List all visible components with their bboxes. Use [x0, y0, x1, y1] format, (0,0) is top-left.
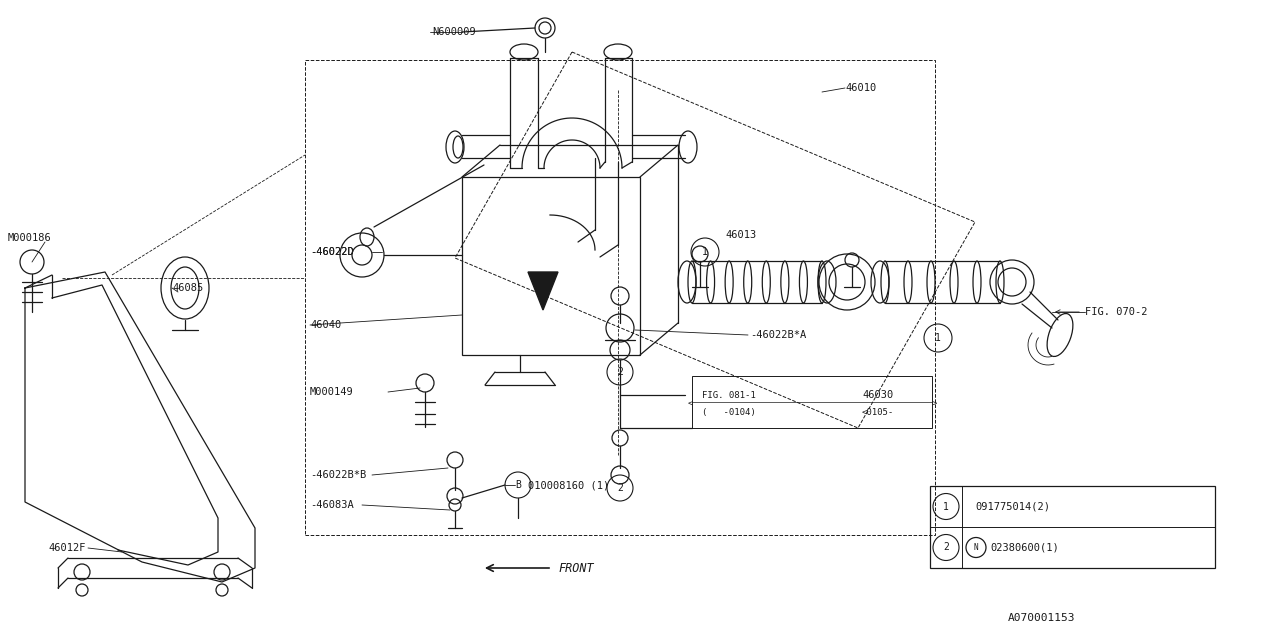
Text: A070001153: A070001153	[1009, 613, 1075, 623]
Text: FIG. 081-1: FIG. 081-1	[701, 390, 755, 399]
Text: 46085: 46085	[172, 283, 204, 293]
Text: N: N	[974, 543, 978, 552]
Text: -46022D: -46022D	[310, 247, 353, 257]
Text: 46030: 46030	[861, 390, 893, 400]
Polygon shape	[529, 272, 558, 310]
Text: 1: 1	[701, 247, 708, 257]
Text: FIG. 070-2: FIG. 070-2	[1085, 307, 1147, 317]
Text: -46083A: -46083A	[310, 500, 353, 510]
Bar	[462, 177, 640, 355]
Text: M000186: M000186	[8, 233, 51, 243]
Text: 1: 1	[943, 502, 948, 511]
Text: 02380600(1): 02380600(1)	[989, 543, 1059, 552]
Bar	[692, 376, 932, 428]
Text: 46013: 46013	[724, 230, 756, 240]
Text: <0105-: <0105-	[861, 408, 895, 417]
Text: <: <	[689, 399, 694, 408]
Text: (   -0104): ( -0104)	[701, 408, 755, 417]
Text: -46022B*A: -46022B*A	[750, 330, 806, 340]
Bar	[931, 486, 1215, 568]
Text: 46040: 46040	[310, 320, 342, 330]
Text: M000149: M000149	[310, 387, 353, 397]
Text: -46022D: -46022D	[310, 247, 353, 257]
Text: 2: 2	[617, 483, 623, 493]
Text: 2: 2	[617, 367, 623, 377]
Text: B: B	[515, 480, 521, 490]
Text: 091775014(2): 091775014(2)	[975, 502, 1050, 511]
Text: -46022B*B: -46022B*B	[310, 470, 366, 480]
Text: 1: 1	[936, 333, 941, 343]
Text: 46010: 46010	[845, 83, 877, 93]
Text: 010008160 (1): 010008160 (1)	[529, 480, 609, 490]
Text: 46012F: 46012F	[49, 543, 86, 553]
Text: FRONT: FRONT	[558, 561, 594, 575]
Text: N600009: N600009	[433, 27, 476, 37]
Text: 2: 2	[943, 543, 948, 552]
Text: >: >	[932, 399, 937, 408]
Bar	[305, 60, 934, 535]
